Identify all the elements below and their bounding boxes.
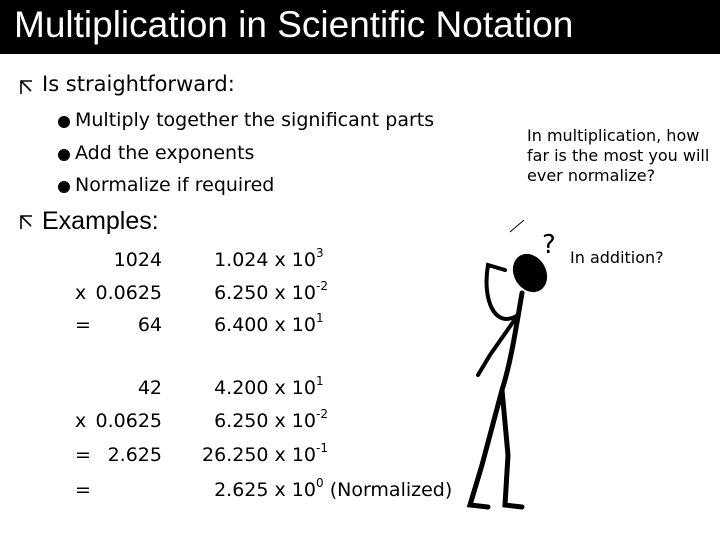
sub-bullet: Multiply together the significant parts [75,109,435,131]
operand: 0.0625 [95,282,162,304]
slide-title: Multiplication in Scientific Notation [14,4,574,45]
mantissa: 1.024 x 10 [214,249,316,271]
mantissa: 6.400 x 10 [214,314,316,336]
title-bar: Multiplication in Scientific Notation [0,0,720,54]
mantissa: 6.250 x 10 [214,410,316,432]
figure-text: ? [542,230,556,260]
exponent: -2 [316,279,328,293]
bullet: Examples: [42,207,159,235]
exponent: 3 [316,246,324,260]
exponent: 1 [316,311,324,325]
operand: 64 [137,314,162,336]
suffix: (Normalized) [329,479,453,501]
sub-bullet-dot [58,181,70,193]
operator: = [75,479,91,501]
mantissa: 26.250 x 10 [202,444,316,466]
mantissa: 2.625 x 10 [214,479,316,501]
result: 6.250 x 10-2 [180,279,328,304]
exponent: -2 [316,407,328,421]
operator: x [75,282,87,304]
operator: = [75,444,91,466]
bullet-icon [20,80,32,94]
sub-bullet-dot [58,149,70,161]
exponent: -1 [316,441,328,455]
operand: 42 [137,377,162,399]
sub-bullet-dot [58,116,70,128]
sub-bullet: Normalize if required [75,174,275,196]
exponent: 0 [316,476,324,490]
result: 2.625 x 100 (Normalized) [180,476,453,501]
sub-bullet: Add the exponents [75,142,255,164]
result: 4.200 x 101 [180,374,324,399]
bullet-icon [20,215,32,229]
note: In addition? [570,248,664,267]
note: In multiplication, how far is the most y… [527,126,710,185]
mantissa: 4.200 x 10 [214,377,316,399]
bullet: Is straightforward: [42,72,235,96]
operator: x [75,410,87,432]
result: 6.400 x 101 [180,311,324,336]
result: 6.250 x 10-2 [180,407,328,432]
thinking-figure: ? [466,219,556,510]
operand: 2.625 [107,444,162,466]
mantissa: 6.250 x 10 [214,282,316,304]
operand: 1024 [113,249,162,271]
result: 26.250 x 10-1 [180,441,328,466]
exponent: 1 [316,374,324,388]
result: 1.024 x 103 [180,246,324,271]
operand: 0.0625 [95,410,162,432]
operator: = [75,314,91,336]
